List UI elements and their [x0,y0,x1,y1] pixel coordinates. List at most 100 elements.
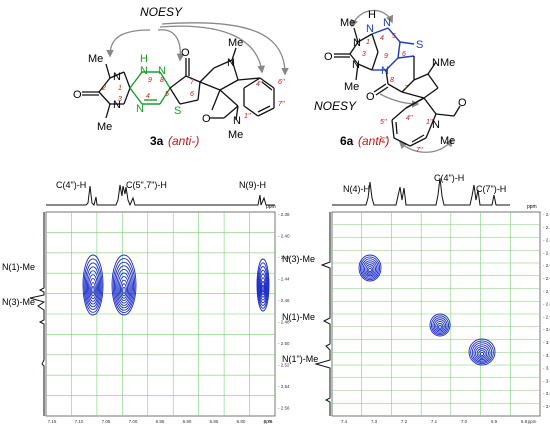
atom-s: S [174,105,181,117]
left-spectrum-crosspeak [111,254,137,316]
left-spectrum-crosspeak [256,258,270,312]
r-num-8: 8 [390,77,394,84]
atom-n1pp: N [233,115,241,127]
right-spectrum-x-tick: 7.4 [341,419,348,424]
right-spectrum-x-tick: ppm [528,419,537,424]
noesy-label-left: NOESY [140,5,183,19]
ppm-label-top-right: ppm [527,204,537,210]
right-spectrum-y-tick: - 2.2 [543,225,550,230]
atom-n9: N [140,65,148,77]
left-spectrum-x-tick: 6.95 [156,419,165,424]
right-spectrum-crosspeak [468,338,496,366]
left-spectrum-x-tick: 7.10 [75,419,84,424]
atom-me-4: Me [228,129,243,141]
left-label-n3me-right: N(3)-Me [282,254,315,264]
r-num-1pp: 1'' [426,119,433,126]
compound-number-6a: 6a [340,134,354,148]
structure-3a: NOESY [73,5,289,148]
right-spectrum-x-tick: 7.1 [431,419,438,424]
left-spectrum-x-tick: 6.90 [183,419,192,424]
left-spectrum-y-tick: - 2.50 [278,341,290,346]
right-spectrum-y-tick: - 2.3 [543,238,550,243]
atom-o-low: O [202,113,211,125]
left-spectrum-y-tick: - 2.46 [278,298,290,303]
right-spectrum-x-tick: 7.0 [461,419,468,424]
right-spectrum-y-tick: - 3.1 [543,340,550,345]
left-label-n1ppme-right: N(1")-Me [282,354,318,364]
compound-number-3a: 3a [150,134,164,148]
right-spectrum-y-tick: - 3.2 [543,353,550,358]
r-atom-n1pp: N [432,119,440,131]
atom-n4: N [136,103,144,115]
left-spectrum-y-tick: - 2.54 [278,384,290,389]
atom-me-1: Me [88,53,103,65]
num-8: 8 [160,77,164,84]
noesy-arrow-left-4 [161,22,289,76]
right-spectrum-y-tick: - 2.4 [543,250,550,255]
projection-left-right [314,212,331,416]
r-atom-n-me: N [432,57,440,69]
num-6: 6 [190,91,194,98]
num-1: 1 [118,85,122,92]
num-2: 2 [101,85,106,92]
projection-left-left [29,212,46,416]
left-spectrum-y-tick: - 2.42 [278,255,290,260]
r-num-4: 4 [380,35,384,42]
right-spectrum-y-tick: - 3.5 [543,391,550,396]
r-atom-h: H [368,9,376,21]
spectrum-left: C(4")-H C(5",7")-H N(9)-H ppm N(1)-Me N(… [2,180,290,424]
noesy-arrow-right-mid [379,93,420,108]
right-spectrum-x-tick: 7.3 [371,419,378,424]
atom-n1: N [113,71,121,83]
r-num-5: 5 [392,33,396,40]
atom-me-2: Me [97,121,112,133]
ppm-label-top-left: ppm [266,204,276,210]
projection-top-left [46,184,275,207]
r-atom-o-low: O [458,97,467,109]
r-num-3: 3 [362,51,366,58]
right-spectrum-crosspeak [358,254,382,282]
right-spectrum-y-tick: - 3.3 [543,366,550,371]
atom-n-me: N [227,57,235,69]
atom-o-top: O [181,47,190,59]
r-num-7pp: 7'' [416,147,423,154]
num-1pp: 1'' [244,113,251,120]
peak-label-c57h-left: C(5",7")-H [126,180,167,190]
left-spectrum-x-tick: 7.05 [102,419,111,424]
right-spectrum-crosspeak [429,313,451,337]
noesy-arrow-right-bot [398,138,453,153]
right-spectrum-x-tick: 6.9 [491,419,498,424]
right-spectrum-x-tick: 6.8 [521,419,528,424]
left-spectrum-x-tick: ppm [264,419,273,424]
left-spectrum-x-tick: 7.00 [129,419,138,424]
r-num-1: 1 [366,39,370,46]
left-spectrum-y-tick: - 2.48 [278,320,290,325]
noesy-label-right: NOESY [314,99,357,113]
right-spectrum-y-tick: - 3.4 [543,378,550,383]
right-spectrum-y-tick: - 2.8 [543,302,550,307]
compound-config-3a: (anti-) [168,134,199,148]
r-num-4pp: 4'' [406,115,413,122]
r-atom-n4b: N [383,17,391,29]
projection-top-right [332,177,510,206]
num-7pp: 7'' [278,101,285,108]
left-label-n1me: N(1)-Me [2,262,35,272]
triazine-ring-3a [129,71,171,105]
peak-label-c4h-left: C(4")-H [56,180,86,190]
r-atom-o-ox: O [366,91,375,103]
left-spectrum-y-tick: - 2.38 [278,212,290,217]
left-label-n3me: N(3)-Me [2,297,35,307]
r-num-7: 7 [404,85,409,92]
noesy-arrow-left-2 [157,29,185,62]
atom-h-n9: H [140,53,148,65]
left-spectrum-x-tick: 6.85 [210,419,219,424]
left-spectrum-y-tick: - 2.56 [278,406,290,411]
r-atom-me-4: Me [440,135,455,147]
right-spectrum-y-tick: - 3.6 [543,404,550,409]
num-9: 9 [148,77,152,84]
r-num-5pp: 5'' [380,119,387,126]
r-atom-s: S [416,39,423,51]
right-spectrum-x-tick: 7.2 [401,419,408,424]
